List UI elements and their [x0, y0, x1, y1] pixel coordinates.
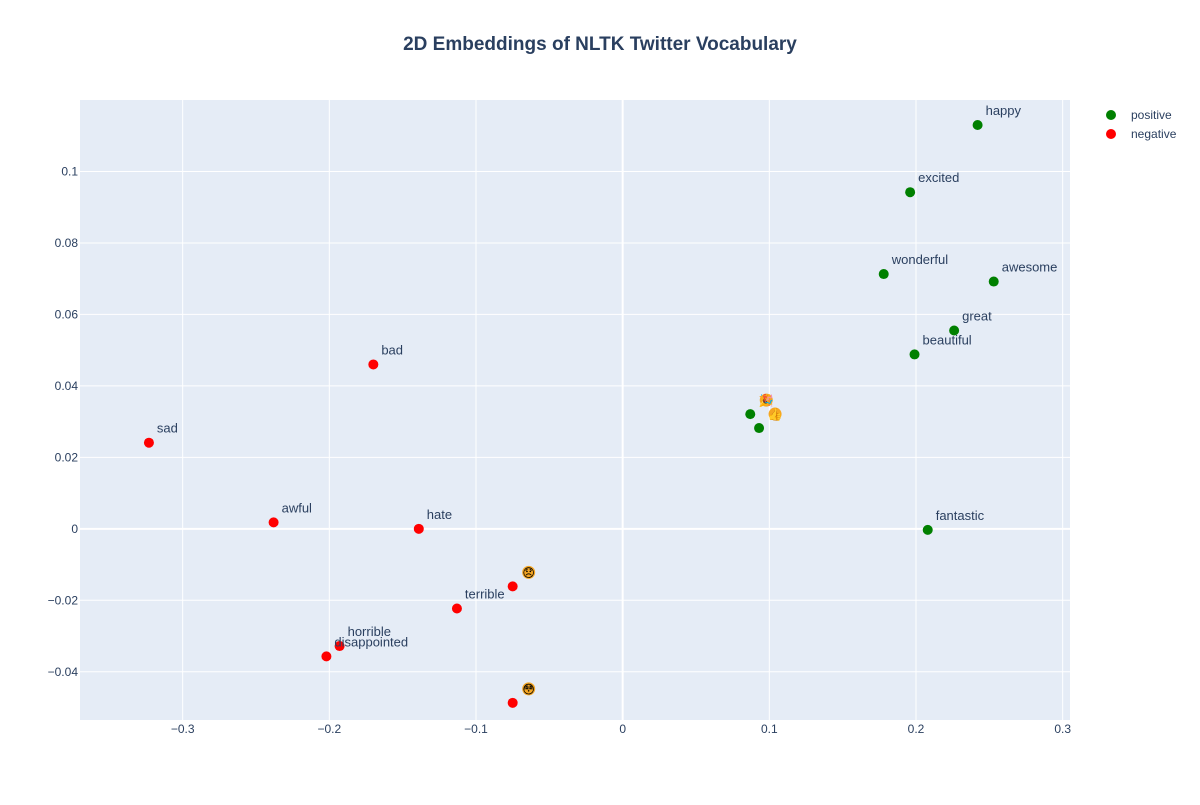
data-points	[143, 120, 999, 708]
negative-point	[334, 641, 345, 652]
negative-point	[268, 517, 279, 528]
negative-point	[507, 581, 518, 592]
emoji-marker	[759, 393, 773, 407]
point-label: awesome	[1002, 260, 1058, 275]
positive-point	[745, 409, 756, 420]
point-label: fantastic	[936, 508, 985, 523]
legend-label: positive	[1131, 108, 1172, 122]
positive-point	[754, 423, 765, 434]
x-tick-label: 0.3	[1054, 722, 1071, 736]
x-tick-label: −0.2	[317, 722, 341, 736]
positive-point	[922, 524, 933, 535]
emoji-marker	[768, 407, 782, 421]
point-label: 😞	[522, 566, 535, 580]
point-label: hate	[427, 507, 452, 522]
point-label: excited	[918, 170, 959, 185]
y-tick-label: 0.04	[55, 379, 79, 393]
point-label: happy	[986, 103, 1022, 118]
y-tick-label: 0.08	[55, 236, 79, 250]
y-tick-label: 0.02	[55, 450, 79, 464]
point-labels: happy excited wonderful awesome great beautif…	[157, 103, 1057, 696]
positive-point	[878, 269, 889, 280]
legend-marker	[1106, 110, 1116, 120]
point-label: horrible	[348, 624, 391, 639]
emoji-marker	[522, 682, 536, 696]
point-label: bad	[381, 342, 403, 357]
y-tick-label: −0.02	[48, 593, 79, 607]
negative-point	[321, 651, 332, 662]
x-tick-label: 0.1	[761, 722, 778, 736]
chart-title: 2D Embeddings of NLTK Twitter Vocabulary	[403, 34, 797, 55]
negative-point	[368, 359, 379, 370]
legend-marker	[1106, 129, 1116, 139]
y-tick-label: 0	[71, 522, 78, 536]
point-label: 👍	[768, 408, 783, 422]
negative-point	[143, 437, 154, 448]
y-tick-label: 0.06	[55, 307, 79, 321]
positive-point	[909, 349, 920, 360]
point-label: beautiful	[923, 332, 972, 347]
y-tick-label: 0.1	[61, 164, 78, 178]
x-tick-label: 0	[619, 722, 626, 736]
point-label: 😳	[522, 682, 535, 696]
point-label: terrible	[465, 587, 505, 602]
x-tick-label: 0.2	[908, 722, 925, 736]
point-label: sad	[157, 421, 178, 436]
x-tick-label: −0.1	[464, 722, 488, 736]
positive-point	[972, 120, 983, 131]
tick-labels: −0.3 −0.2 −0.1 0 0.1 0.2 0.3 −0.04 −0.02 0 0.02 0.0…	[48, 164, 1072, 736]
positive-point	[949, 325, 960, 336]
point-label: awful	[282, 500, 312, 515]
negative-point	[451, 603, 462, 614]
x-tick-label: −0.3	[171, 722, 195, 736]
point-label: wonderful	[891, 252, 948, 267]
legend-label: negative	[1131, 127, 1177, 141]
legend: positive negative	[1106, 108, 1177, 141]
point-label: 🎉	[759, 394, 774, 408]
y-tick-label: −0.04	[48, 665, 79, 679]
grid-layer	[80, 100, 1070, 720]
point-label: disappointed	[334, 634, 408, 649]
positive-point	[905, 187, 916, 198]
positive-point	[988, 276, 999, 287]
negative-point	[413, 523, 424, 534]
plot-background	[80, 100, 1070, 720]
negative-point	[507, 697, 518, 708]
emoji-marker	[522, 565, 536, 579]
point-label: great	[962, 308, 992, 323]
